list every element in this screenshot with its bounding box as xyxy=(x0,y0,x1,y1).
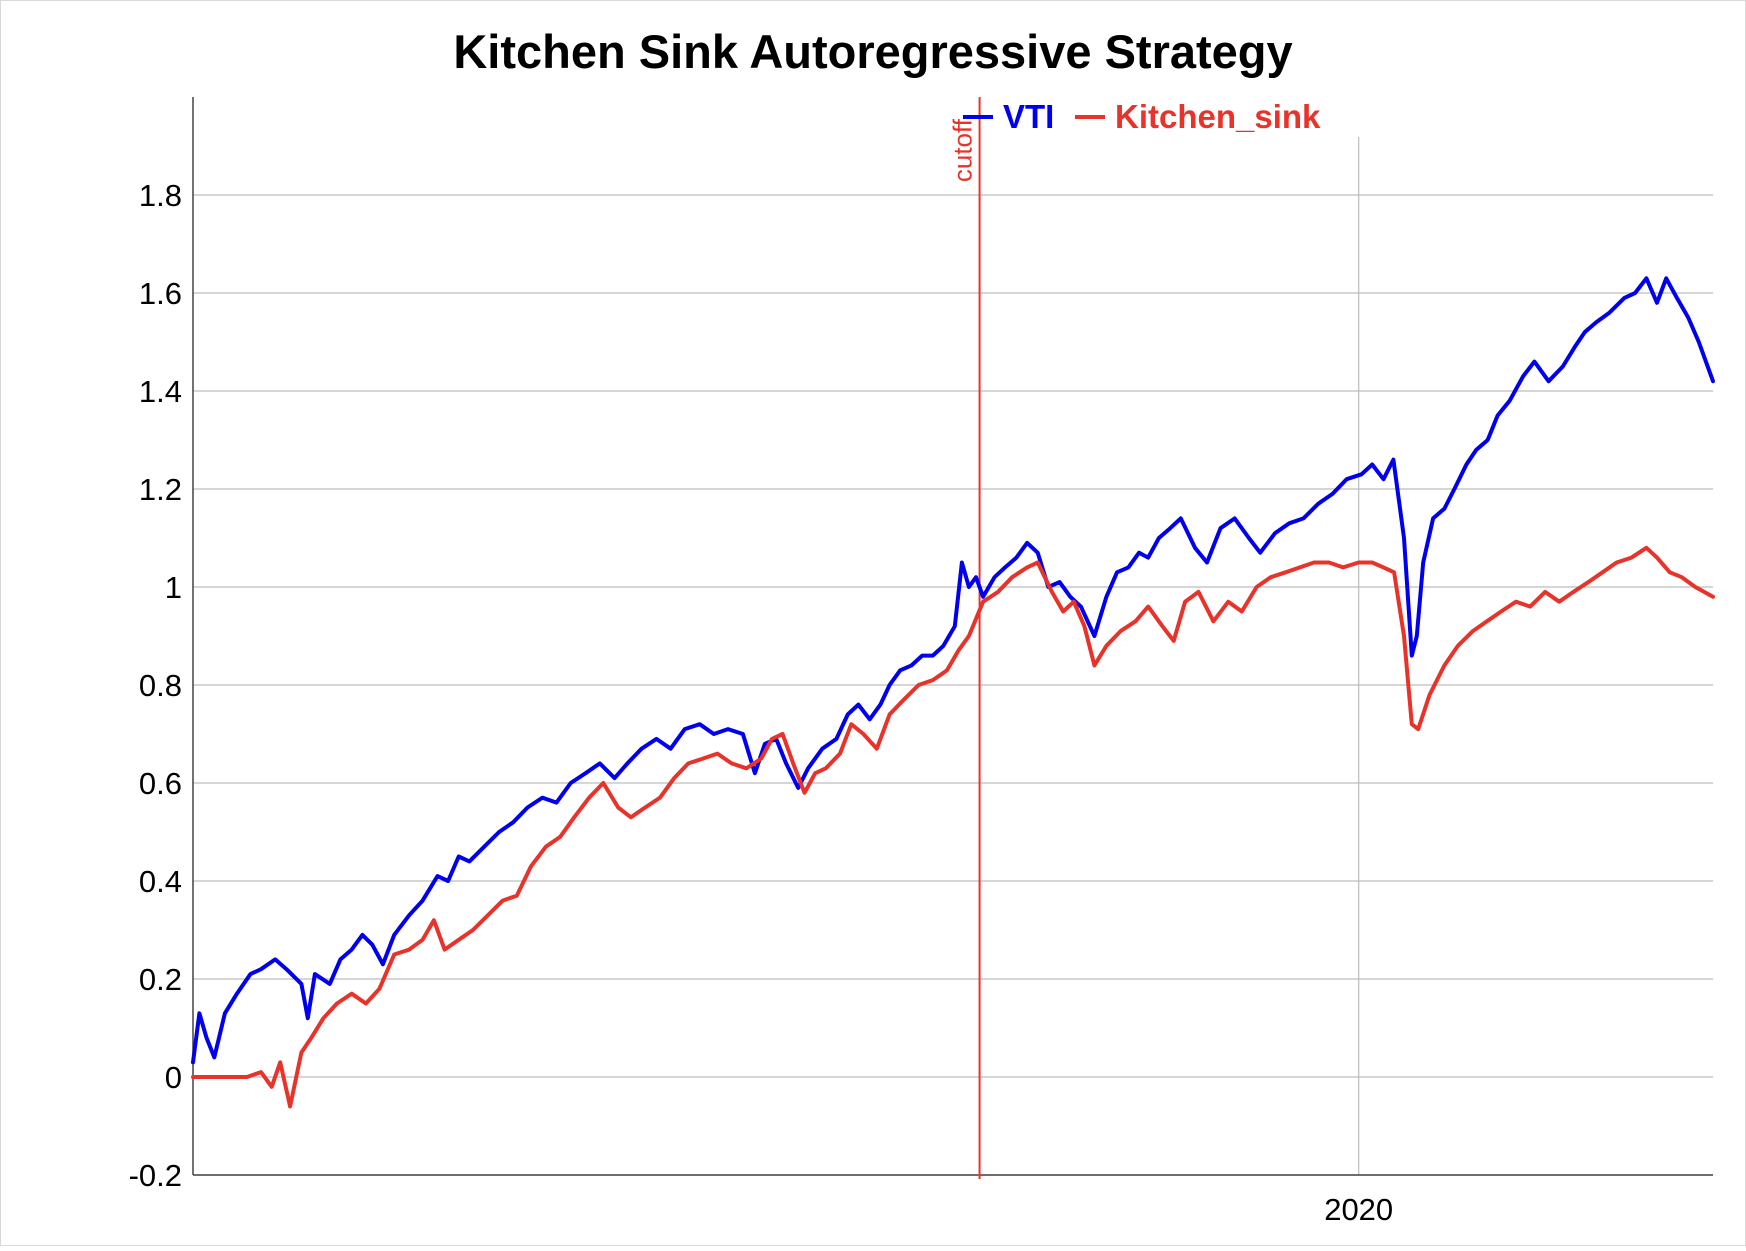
y-tick-label: 1.4 xyxy=(139,374,182,409)
series-line-kitchen-sink xyxy=(191,545,1715,1109)
y-tick-label: 0.2 xyxy=(139,962,182,997)
y-tick-label: 1.2 xyxy=(139,472,182,507)
legend-label-kitchen-sink: Kitchen_sink xyxy=(1115,98,1321,135)
series-line-vti xyxy=(191,276,1715,1065)
series-lines xyxy=(191,276,1715,1109)
legend: VTI Kitchen_sink xyxy=(963,98,1321,135)
y-tick-label: 0 xyxy=(165,1060,182,1095)
y-tick-label: 0.8 xyxy=(139,668,182,703)
y-tick-label: -0.2 xyxy=(129,1158,182,1193)
axes xyxy=(192,97,1713,1176)
grid xyxy=(193,137,1713,1176)
y-tick-label: 1.6 xyxy=(139,276,182,311)
y-tick-label: 1.8 xyxy=(139,178,182,213)
y-tick-label: 1 xyxy=(165,570,182,605)
legend-label-vti: VTI xyxy=(1003,98,1054,135)
y-tick-label: 0.6 xyxy=(139,766,182,801)
cutoff-label: cutoff xyxy=(948,118,978,182)
y-tick-label: 0.4 xyxy=(139,864,182,899)
annotations: cutoff xyxy=(948,97,981,1179)
x-tick-label: 2020 xyxy=(1324,1192,1393,1227)
chart-title: Kitchen Sink Autoregressive Strategy xyxy=(453,25,1292,78)
y-axis-tick-labels: -0.2 0 0.2 0.4 0.6 0.8 1 1.2 1.4 1.6 1.8 xyxy=(129,178,182,1193)
x-axis-tick-labels: 2020 xyxy=(1324,1192,1393,1227)
